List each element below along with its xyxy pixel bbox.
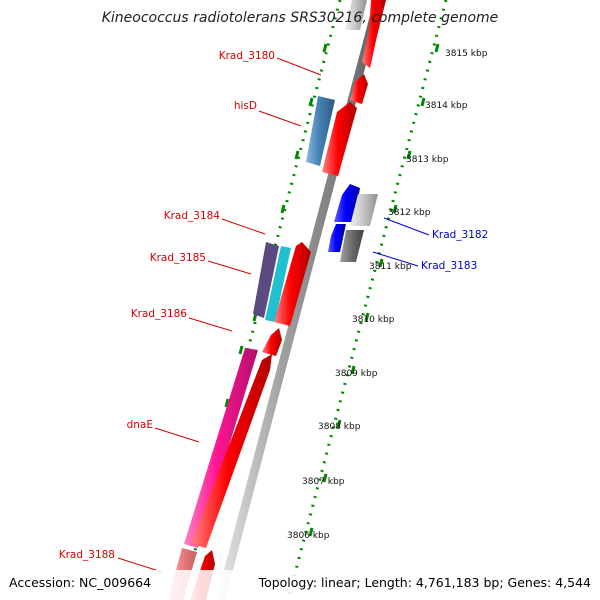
gene-label-krad3186[interactable]: Krad_3186 <box>131 308 188 320</box>
gene-arrow-krad3183-gray <box>340 230 364 262</box>
scale-label: 3812 kbp <box>388 208 431 218</box>
leader-lines <box>117 57 430 573</box>
gene-label-krad3184[interactable]: Krad_3184 <box>164 210 221 222</box>
map-title: Kineococcus radiotolerans SRS30216, comp… <box>102 10 499 26</box>
gene-arrow-krad3180 <box>350 74 368 104</box>
reverse-genes <box>328 184 378 262</box>
gene-arrow-krad3186 <box>262 328 282 356</box>
gene-arrow-krad3184 <box>253 242 279 318</box>
gene-label-dnae[interactable]: dnaE <box>127 419 153 431</box>
scale-label: 3813 kbp <box>406 155 449 165</box>
gene-labels-left: Krad_3180 hisD Krad_3184 Krad_3185 Krad_… <box>59 50 275 561</box>
gene-label-krad3185[interactable]: Krad_3185 <box>150 252 206 264</box>
gene-label-krad3183[interactable]: Krad_3183 <box>421 260 477 272</box>
accession-text: Accession: NC_009664 <box>9 575 151 590</box>
right-dotted-guide <box>286 0 448 600</box>
scale-label: 3815 kbp <box>445 49 488 59</box>
gene-arrow-top-red <box>362 0 386 68</box>
scale-label: 3807 kbp <box>302 477 345 487</box>
gene-arrow-krad3183-blue <box>328 224 346 252</box>
gene-labels-right: Krad_3182 Krad_3183 <box>421 229 488 272</box>
scale-labels: 3815 kbp 3814 kbp 3813 kbp 3812 kbp 3811… <box>287 49 488 541</box>
forward-genes <box>168 0 386 600</box>
scale-label: 3809 kbp <box>335 369 378 379</box>
scale-label: 3808 kbp <box>318 422 361 432</box>
gene-arrow-red-4 <box>191 354 272 548</box>
footer-band <box>0 570 600 600</box>
gene-label-krad3188[interactable]: Krad_3188 <box>59 549 115 561</box>
scale-label: 3814 kbp <box>425 101 468 111</box>
topology-text: Topology: linear; Length: 4,761,183 bp; … <box>258 575 591 590</box>
scale-label: 3806 kbp <box>287 531 330 541</box>
scale-label: 3811 kbp <box>369 262 412 272</box>
gene-arrow-dnae <box>184 348 258 548</box>
gene-arrow-krad3185 <box>265 246 291 322</box>
gene-label-krad3182[interactable]: Krad_3182 <box>432 229 488 241</box>
gene-arrow-hisd <box>306 96 335 166</box>
gene-label-krad3180[interactable]: Krad_3180 <box>219 50 275 62</box>
scale-label: 3810 kbp <box>352 315 395 325</box>
gene-arrow-top-gray <box>345 0 367 30</box>
gene-arrow-red-2 <box>322 102 357 176</box>
gene-label-hisd[interactable]: hisD <box>234 100 257 112</box>
gene-arrow-krad3182-gray <box>350 194 378 226</box>
gene-arrow-red-3 <box>274 242 311 326</box>
